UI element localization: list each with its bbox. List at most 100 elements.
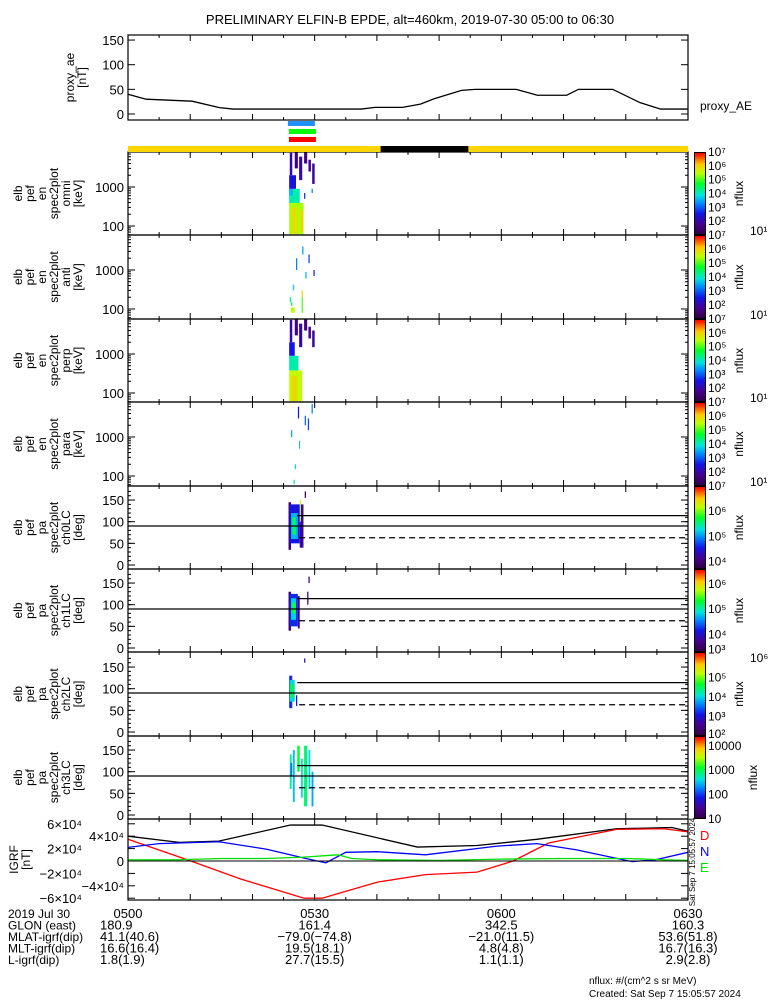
y-axis-label: [deg] (71, 764, 85, 791)
y-axis-label: [keV] (71, 347, 85, 374)
y-axis-label: spec2plot (47, 334, 61, 386)
y-axis-label: [deg] (71, 681, 85, 708)
y-axis-label: ch1LC (59, 593, 73, 628)
colorbar-gradient (694, 569, 706, 652)
footer-value: −79.0(−74.8) (277, 929, 351, 944)
colorbar-tick-label: 10⁷ (708, 479, 726, 493)
colorbar-tick-label: 10⁷ (708, 228, 726, 242)
y-tick-label: 100 (102, 469, 124, 484)
colorbar (694, 152, 706, 235)
y-tick-label: 0 (117, 641, 124, 656)
series-line-N (127, 841, 689, 864)
panel-frame (127, 234, 689, 320)
spectrogram-cell (304, 658, 306, 663)
colorbar-tick-label: 10⁷ (708, 312, 726, 326)
panel-frame (127, 568, 689, 653)
colorbar-title: nflux (732, 681, 746, 706)
spectrogram-cell (294, 151, 298, 169)
spectrogram-cell (289, 319, 293, 343)
spectrogram-cell (299, 440, 301, 449)
colorbar-gradient (694, 736, 706, 819)
colorbar-tick-label: 10⁶ (708, 504, 726, 518)
footer-value: 161.4 (298, 918, 331, 933)
panel-anti: 1001000elbpefenspec2plotanti[keV]10⁷10⁶1… (11, 228, 767, 322)
colorbar-tick-label: 10³ (708, 200, 725, 214)
spectrogram-cell (300, 210, 304, 233)
y-axis-label: elb (11, 436, 25, 452)
science-zone-bar-red (288, 137, 316, 142)
spectrogram-cell (293, 479, 295, 485)
panel-frame (127, 651, 689, 737)
colorbar-tick-label: 10³ (708, 367, 725, 381)
footer-value: 0600 (487, 906, 516, 921)
spectrogram-cell (294, 318, 298, 336)
footer-row-label: GLON (east) (8, 919, 76, 933)
colorbar-tick-label: 10² (708, 298, 725, 312)
spectrogram-cell (304, 491, 306, 498)
series-line-D (127, 828, 689, 899)
colorbar (694, 319, 706, 402)
spectrogram-cell (304, 415, 306, 426)
colorbar-tick-label: 10¹ (750, 224, 767, 238)
colorbar-tick-label: 10⁴ (708, 627, 727, 641)
colorbar-tick-label: 10⁶ (708, 577, 726, 591)
panel-frame (127, 34, 689, 121)
footer-value: −21.0(11.5) (468, 929, 534, 944)
colorbar (694, 402, 706, 486)
footer-value: 4.8(4.8) (479, 941, 524, 956)
spectrogram-cell (300, 758, 303, 798)
colorbar-tick-label: 10³ (708, 709, 725, 723)
panel-omni: 1001000elbpefenspec2plotomni[keV]10⁷10⁶1… (11, 145, 767, 238)
footer-value: 27.7(15.5) (285, 952, 344, 967)
spectrogram-cell (291, 207, 298, 235)
spectrogram-cell (289, 175, 296, 189)
y-axis-label: elb (11, 352, 25, 368)
y-axis-label: omni (59, 180, 73, 206)
spectrogram-cell (312, 163, 315, 184)
y-tick-label: 100 (102, 515, 124, 530)
y-axis-label: en (35, 354, 49, 367)
y-tick-label: 150 (102, 743, 124, 758)
y-axis-label: [deg] (71, 514, 85, 541)
legend-label-N: N (700, 844, 709, 859)
y-axis-label: pef (23, 351, 37, 368)
y-tick-label: 150 (102, 493, 124, 508)
colorbar-tick-label: 10⁴ (708, 354, 727, 368)
colorbar-tick-label: 10⁴ (708, 690, 727, 704)
colorbar-tick-label: 10¹ (750, 475, 767, 489)
y-tick-label: 1000 (95, 347, 124, 362)
y-tick-label: 100 (102, 58, 124, 73)
y-axis-label: ch0LC (59, 510, 73, 545)
colorbar-tick-label: 10⁴ (708, 554, 727, 568)
spectrogram-cell (296, 258, 298, 270)
colorbar-title: nflux (732, 515, 746, 540)
colorbar-title: nflux (732, 348, 746, 373)
y-axis-label: elb (11, 769, 25, 785)
y-tick-label: −2×10⁴ (40, 866, 82, 881)
y-axis-label: elb (11, 269, 25, 285)
footer-row-label: L-igrf(dip) (8, 953, 59, 967)
y-axis-label: para (59, 432, 73, 456)
colorbar-tick-label: 10⁵ (708, 340, 726, 354)
y-axis-label: pef (23, 518, 37, 535)
y-axis-label: spec2plot (47, 584, 61, 636)
spectrogram-cell (291, 430, 293, 437)
y-tick-label: 50 (110, 536, 124, 551)
y-axis-label: pef (23, 685, 37, 702)
spectrogram-cell (289, 188, 293, 196)
spectrogram-cell (305, 271, 307, 279)
footer-row-label: MLT-igrf(dip) (8, 942, 75, 956)
spectrogram-cell (290, 763, 293, 777)
y-tick-label: 100 (102, 219, 124, 234)
colorbar-tick-label: 10² (708, 727, 725, 741)
spectrogram-cell (301, 297, 303, 313)
y-tick-label: 100 (102, 765, 124, 780)
spectrogram-cell (308, 254, 310, 264)
spectrogram-cell (290, 684, 294, 698)
y-axis-label: [keV] (71, 430, 85, 457)
spectrogram-cell (311, 404, 313, 414)
footer-value: 160.3 (672, 918, 705, 933)
colorbar-tick-label: 10³ (708, 451, 725, 465)
